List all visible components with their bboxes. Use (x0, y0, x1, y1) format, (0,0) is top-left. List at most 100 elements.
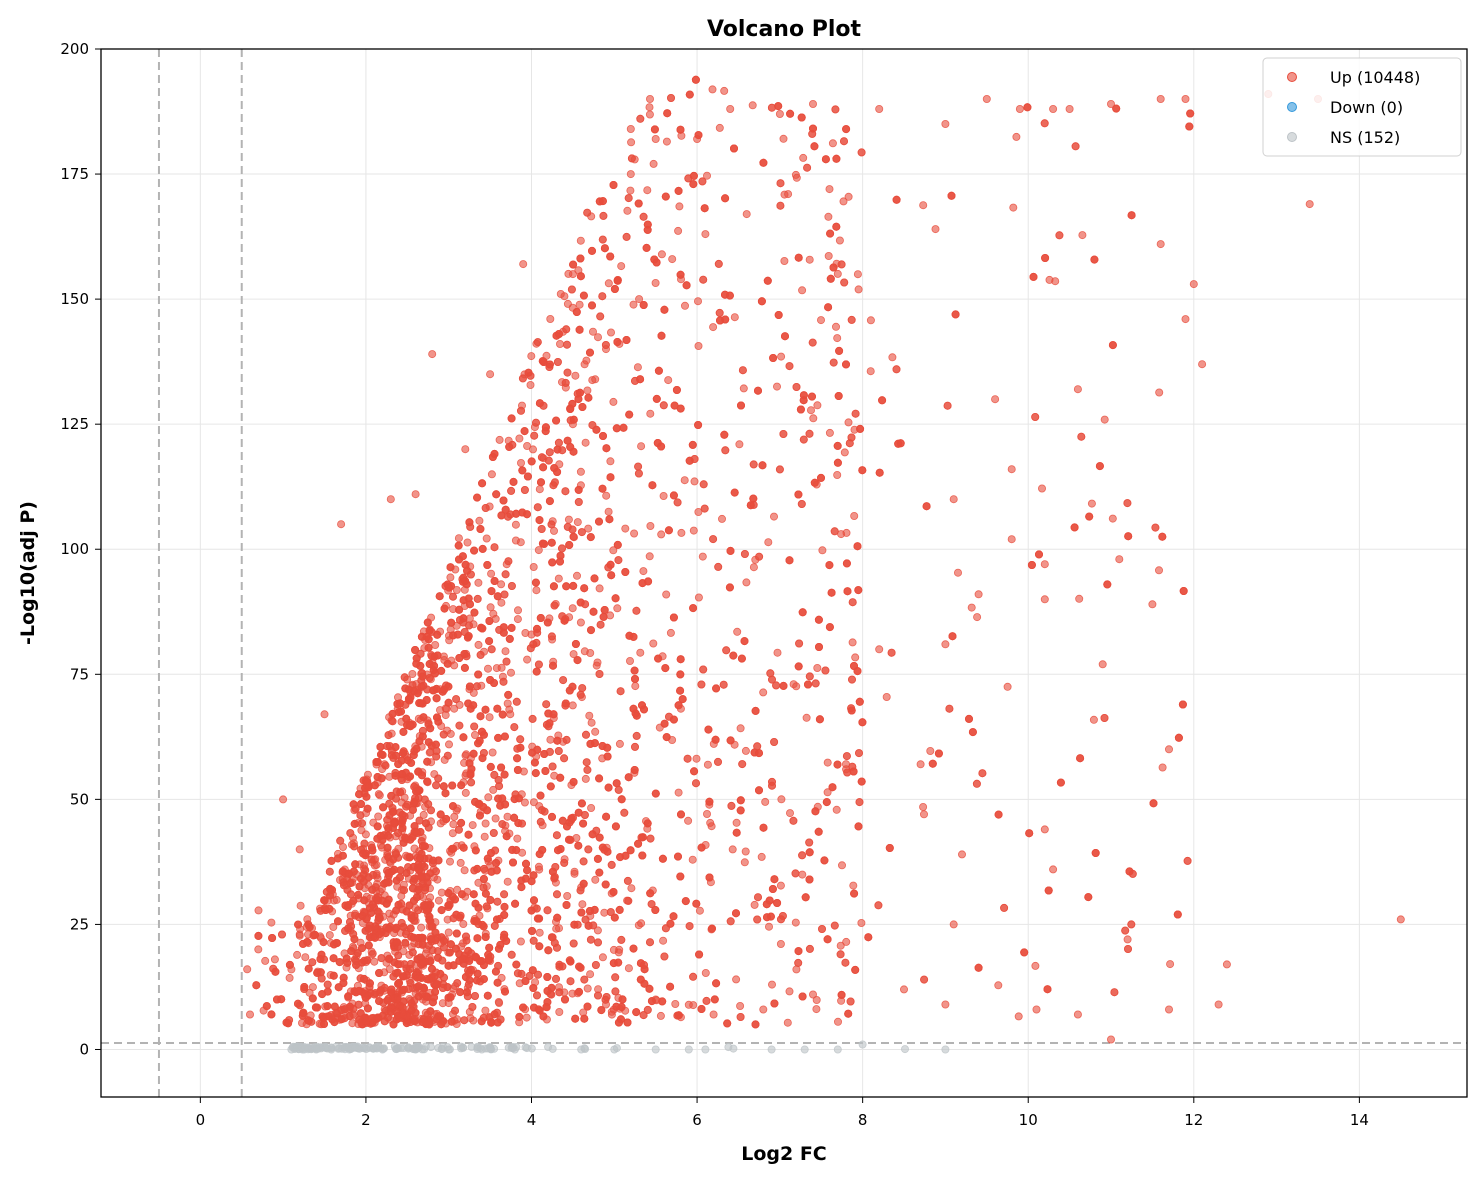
up-point (337, 1015, 346, 1024)
up-point (300, 983, 309, 992)
up-point (733, 627, 742, 636)
up-point (485, 617, 494, 626)
up-point (547, 632, 556, 641)
up-point (703, 171, 712, 180)
ns-point (701, 1045, 710, 1054)
up-point (489, 829, 498, 838)
up-point (1078, 231, 1087, 240)
up-point (701, 969, 710, 978)
up-point (792, 173, 801, 182)
up-point (735, 440, 744, 449)
up-point (411, 646, 420, 655)
up-point (498, 710, 507, 719)
up-point (509, 477, 518, 486)
up-point (582, 758, 591, 767)
up-point (776, 940, 785, 949)
up-point (554, 846, 563, 855)
up-point (622, 232, 631, 241)
up-point (349, 800, 358, 809)
up-point (497, 763, 506, 772)
up-point (798, 992, 807, 1001)
up-point (448, 829, 457, 838)
up-point (842, 752, 851, 761)
up-point (500, 770, 509, 779)
up-point (575, 300, 584, 309)
up-point (857, 148, 866, 157)
up-point (377, 954, 386, 963)
up-point (832, 222, 841, 231)
up-point (604, 279, 613, 288)
up-point (414, 982, 423, 991)
up-point (730, 313, 739, 322)
up-point (824, 212, 833, 221)
up-point (770, 738, 779, 747)
up-point (559, 676, 568, 685)
ns-point (858, 1040, 867, 1049)
ns-point (610, 1045, 619, 1054)
up-point (544, 709, 553, 718)
up-point (611, 594, 620, 603)
up-point (626, 846, 635, 855)
up-point (674, 701, 683, 710)
up-point (671, 1000, 680, 1009)
up-point (478, 479, 487, 488)
up-point (634, 462, 643, 471)
up-point (978, 769, 987, 778)
up-point (669, 912, 678, 921)
up-point (598, 292, 607, 301)
up-point (614, 785, 623, 794)
up-point (345, 918, 354, 927)
up-point (799, 396, 808, 405)
up-point (487, 470, 496, 479)
up-point (383, 996, 392, 1005)
up-point (1108, 514, 1117, 523)
up-point (487, 1018, 496, 1027)
up-point (795, 639, 804, 648)
up-point (1089, 715, 1098, 724)
up-point (526, 644, 535, 653)
up-point (694, 507, 703, 516)
up-point (823, 758, 832, 767)
up-point (828, 139, 837, 148)
up-point (626, 125, 635, 134)
up-point (602, 491, 611, 500)
up-point (799, 153, 808, 162)
up-point (672, 385, 681, 394)
up-point (606, 611, 615, 620)
up-point (552, 974, 561, 983)
up-point (555, 988, 564, 997)
up-point (560, 858, 569, 867)
up-point (571, 640, 580, 649)
up-point (676, 686, 685, 695)
up-point (435, 706, 444, 715)
up-point (678, 695, 687, 704)
up-point (1071, 142, 1080, 151)
up-point (574, 808, 583, 817)
up-point (758, 461, 767, 470)
up-point (824, 303, 833, 312)
up-point (763, 913, 772, 922)
up-point (431, 928, 440, 937)
up-point (796, 405, 805, 414)
up-point (507, 486, 516, 495)
up-point (376, 986, 385, 995)
ns-point (724, 1043, 733, 1052)
up-point (805, 672, 814, 681)
up-point (642, 243, 651, 252)
up-point (775, 465, 784, 474)
up-point (773, 648, 782, 657)
up-point (513, 615, 522, 624)
up-point (718, 514, 727, 523)
up-point (493, 704, 502, 713)
up-point (296, 901, 305, 910)
up-point (486, 603, 495, 612)
up-point (505, 442, 514, 451)
up-point (555, 924, 564, 933)
up-point (513, 766, 522, 775)
up-point (741, 847, 750, 856)
up-point (545, 448, 554, 457)
up-point (1012, 132, 1021, 141)
up-point (765, 922, 774, 931)
up-point (1155, 566, 1164, 575)
up-point (595, 868, 604, 877)
